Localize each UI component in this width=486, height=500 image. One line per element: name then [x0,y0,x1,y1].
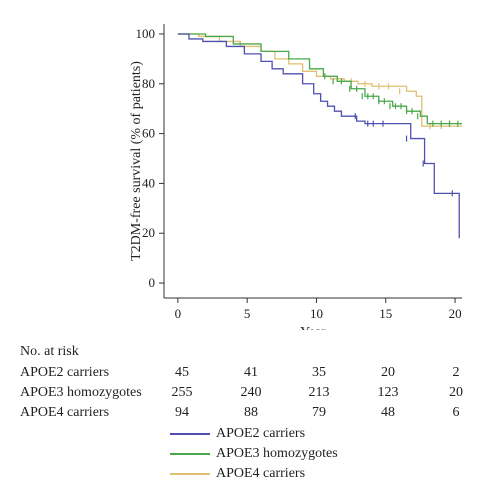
y-tick-label: 40 [142,175,155,190]
risk-value: 213 [308,385,330,400]
legend-label: APOE4 carriers [216,466,306,481]
risk-value: 94 [175,405,189,420]
risk-value: 20 [449,385,463,400]
legend-item-apoe4: APOE4 carriers [170,464,410,484]
risk-table-title: No. at risk [20,344,79,359]
legend-label: APOE3 homozygotes [216,446,338,461]
y-tick-label: 60 [142,126,155,141]
x-tick-label: 0 [175,306,182,321]
risk-row-apoe3: APOE3 homozygotes 255 240 213 123 20 [20,383,486,403]
legend-item-apoe3: APOE3 homozygotes [170,444,410,464]
risk-row-label: APOE3 homozygotes [20,385,142,400]
y-tick-label: 20 [142,225,155,240]
risk-row-label: APOE2 carriers [20,365,110,380]
x-tick-label: 20 [449,306,462,321]
risk-value: 6 [452,405,460,420]
risk-value: 20 [381,365,395,380]
legend-swatch [170,453,210,455]
legend-item-apoe2: APOE2 carriers [170,424,410,444]
risk-value: 41 [244,365,258,380]
legend-swatch [170,433,210,435]
y-tick-label: 100 [136,26,156,41]
risk-row-apoe4: APOE4 carriers 94 88 79 48 6 [20,403,486,423]
risk-value: 48 [381,405,395,420]
y-tick-label: 80 [142,76,155,91]
risk-table: No. at risk APOE2 carriers 45 41 35 20 2… [20,341,486,423]
risk-value: 35 [312,365,326,380]
risk-value: 88 [244,405,258,420]
legend-swatch [170,473,210,475]
risk-value: 255 [171,385,193,400]
x-axis-title: Year [300,325,326,330]
chart-legend: APOE2 carriers APOE3 homozygotes APOE4 c… [170,424,410,484]
x-tick-label: 15 [379,306,392,321]
y-axis-title: T2DM-free survival (% of patients) [129,61,144,261]
series-line-1 [177,33,462,125]
series-line-0 [177,33,460,239]
legend-label: APOE2 carriers [216,426,306,441]
risk-value: 79 [312,405,326,420]
risk-row-label: APOE4 carriers [20,405,110,420]
risk-row-apoe2: APOE2 carriers 45 41 35 20 2 [20,363,486,383]
x-tick-label: 5 [244,306,251,321]
risk-value: 240 [240,385,262,400]
x-tick-label: 10 [310,306,323,321]
survival-chart: 0 20 40 60 80 100 0 5 10 15 20 Year T2DM-free surviv… [129,24,462,330]
risk-value: 123 [377,385,399,400]
risk-value: 2 [452,365,460,380]
risk-value: 45 [175,365,189,380]
series-line-2 [177,33,462,127]
y-tick-label: 0 [149,275,156,290]
